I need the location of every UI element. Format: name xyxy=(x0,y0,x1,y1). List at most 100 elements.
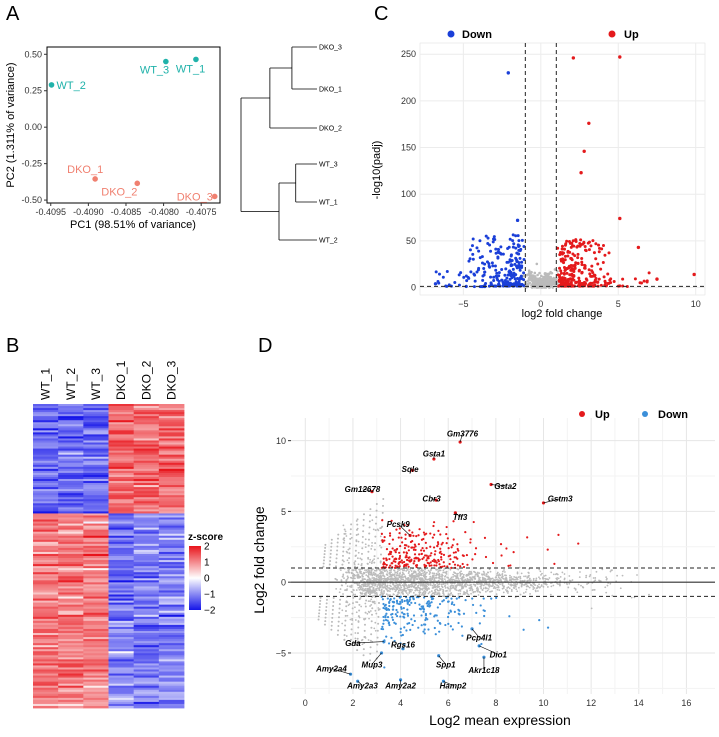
heatmap-cell xyxy=(58,663,84,666)
ma-point xyxy=(425,547,428,550)
volcano-point xyxy=(471,257,475,261)
ma-point xyxy=(447,547,450,550)
ma-point xyxy=(430,590,433,592)
ma-point xyxy=(503,585,505,588)
heatmap-cell xyxy=(33,582,59,585)
volcano-point xyxy=(505,276,509,280)
heatmap-cell xyxy=(58,703,84,707)
ma-point xyxy=(400,598,404,602)
volcano-point xyxy=(579,238,583,242)
heatmap-cell xyxy=(83,600,109,604)
ma-point xyxy=(391,538,395,541)
ma-point xyxy=(476,573,478,576)
ma-point xyxy=(453,603,456,606)
ma-point xyxy=(432,521,436,524)
heatmap-cell xyxy=(133,478,160,482)
ma-point xyxy=(424,614,428,617)
ma-point xyxy=(507,586,510,589)
volcano-point xyxy=(558,266,562,270)
ma-point xyxy=(479,579,482,582)
volcano-point xyxy=(592,251,596,255)
volcano-point xyxy=(509,254,513,258)
ma-point xyxy=(319,596,322,599)
ma-point xyxy=(366,585,369,588)
volcano-point xyxy=(504,281,508,285)
heatmap-cell xyxy=(158,446,185,449)
heatmap-cell xyxy=(58,679,84,683)
ma-point xyxy=(437,529,440,532)
ma-gene-leader xyxy=(455,512,461,518)
ma-point xyxy=(516,571,519,574)
heatmap-cell xyxy=(158,616,185,620)
ma-point xyxy=(422,610,425,613)
heatmap-cell xyxy=(158,505,185,508)
pca-point xyxy=(92,176,98,182)
ma-point xyxy=(438,574,440,577)
ma-point xyxy=(401,590,404,593)
heatmap-cell xyxy=(108,487,135,490)
ma-point xyxy=(375,589,378,592)
ma-gene-leader xyxy=(352,641,384,644)
ma-point xyxy=(344,614,347,617)
heatmap-cell xyxy=(58,523,84,526)
volcano-point xyxy=(587,248,591,252)
ma-point xyxy=(417,572,420,575)
heatmap-cell xyxy=(58,416,84,419)
ma-x-tick-label: 2 xyxy=(350,698,355,708)
ma-point xyxy=(478,582,481,585)
ma-point xyxy=(441,573,443,576)
heatmap-cell xyxy=(108,472,135,476)
ma-point xyxy=(461,562,464,566)
heatmap-cell xyxy=(133,535,160,539)
heatmap-cell xyxy=(33,432,59,435)
ma-point xyxy=(429,532,432,535)
ma-point xyxy=(493,578,495,581)
heatmap-cell xyxy=(83,564,109,567)
ma-point xyxy=(396,586,399,589)
heatmap-cell xyxy=(158,462,185,466)
volcano-grid xyxy=(420,43,705,295)
heatmap-cell xyxy=(133,458,160,462)
ma-point xyxy=(381,625,384,628)
volcano-point xyxy=(555,276,558,280)
heatmap-cell xyxy=(158,432,185,435)
ma-point xyxy=(373,627,376,630)
ma-point xyxy=(350,590,353,593)
volcano-point xyxy=(573,254,577,258)
volcano-point xyxy=(496,247,500,251)
ma-point xyxy=(386,585,389,588)
ma-point xyxy=(395,578,398,580)
heatmap-cell xyxy=(108,699,135,703)
heatmap-cell xyxy=(58,655,84,658)
volcano-point xyxy=(480,285,484,289)
ma-point xyxy=(424,573,427,576)
ma-point xyxy=(546,586,549,588)
volcano-point xyxy=(511,267,515,271)
ma-point xyxy=(369,610,372,612)
ma-point xyxy=(435,561,438,564)
ma-point xyxy=(381,539,384,542)
heatmap-cell xyxy=(133,483,160,486)
ma-point xyxy=(630,596,633,599)
ma-point xyxy=(367,557,370,560)
heatmap-column-label: WT_3 xyxy=(89,368,103,400)
heatmap-cell xyxy=(83,424,109,427)
heatmap-cell xyxy=(133,481,160,484)
volcano-point xyxy=(563,243,567,247)
heatmap-cell xyxy=(108,628,135,632)
ma-point xyxy=(452,520,455,523)
ma-point xyxy=(496,572,499,575)
heatmap-cell xyxy=(33,470,59,474)
heatmap-cell xyxy=(83,643,109,646)
ma-point xyxy=(393,585,396,587)
ma-point xyxy=(334,565,337,568)
heatmap-cell xyxy=(133,683,160,687)
heatmap-cell xyxy=(58,681,84,685)
heatmap-cell xyxy=(108,551,135,555)
ma-point xyxy=(370,626,373,629)
ma-point xyxy=(383,604,386,607)
volcano-point xyxy=(478,239,482,243)
ma-point xyxy=(364,583,367,586)
ma-y-tick-label: 5 xyxy=(281,507,286,517)
